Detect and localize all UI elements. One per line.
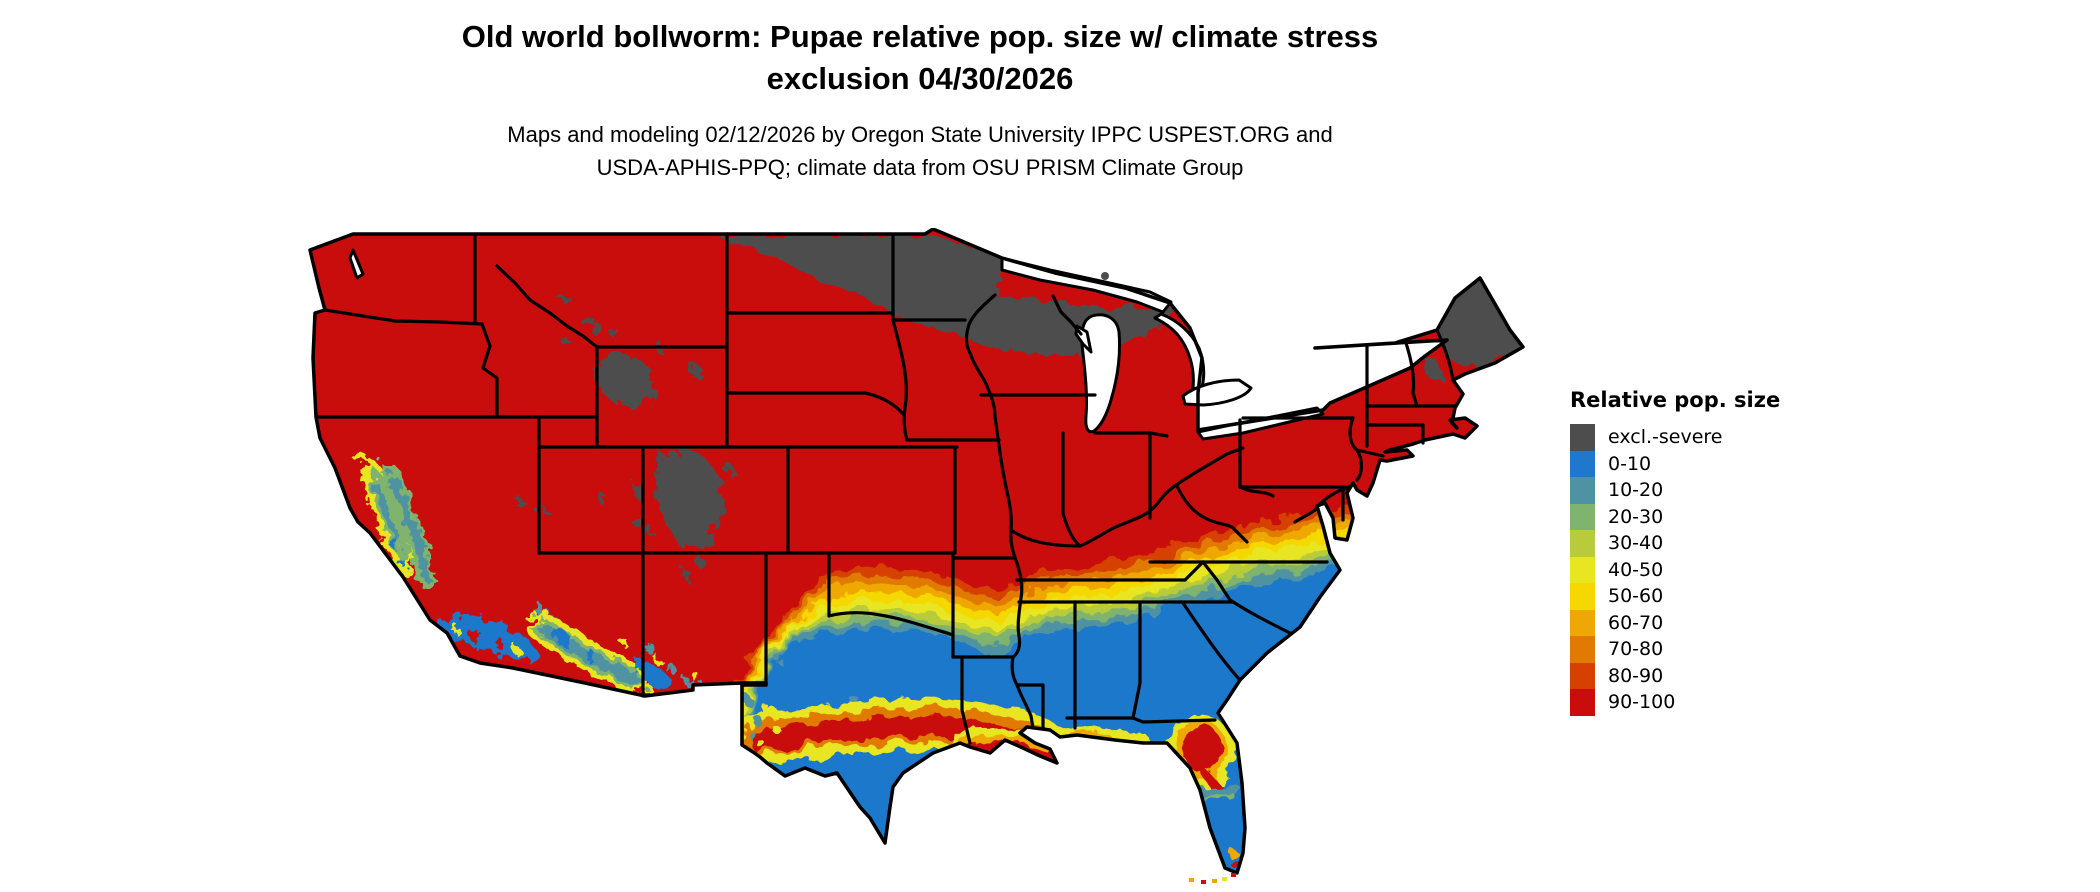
western-mottle <box>356 456 724 695</box>
map-subtitle: Maps and modeling 02/12/2026 by Oregon S… <box>320 118 1520 184</box>
legend-swatch <box>1570 662 1595 689</box>
legend-swatch <box>1570 556 1595 583</box>
legend: Relative pop. size excl.-severe 0-10 10-20… <box>1570 388 1780 716</box>
gulf-coast-warm-band <box>731 698 1149 782</box>
state-boundaries <box>314 232 1457 747</box>
legend-label: 20-30 <box>1608 505 1664 528</box>
legend-item: 80-90 <box>1570 662 1780 689</box>
legend-label: excl.-severe <box>1608 426 1723 449</box>
legend-label: 70-80 <box>1608 638 1664 661</box>
legend-label: 90-100 <box>1608 691 1676 714</box>
legend-item: 30-40 <box>1570 530 1780 557</box>
map-subtitle-line2: USDA-APHIS-PPQ; climate data from OSU PR… <box>596 155 1244 180</box>
legend-swatch <box>1570 583 1595 610</box>
legend-swatch <box>1570 450 1595 477</box>
legend-item: 20-30 <box>1570 503 1780 530</box>
legend-swatch <box>1570 424 1595 451</box>
legend-swatch <box>1570 689 1595 716</box>
isle-royale <box>1101 272 1109 280</box>
legend-label: 60-70 <box>1608 611 1664 634</box>
legend-item: 70-80 <box>1570 636 1780 663</box>
legend-label: 0-10 <box>1608 452 1652 475</box>
legend-swatch <box>1570 530 1595 557</box>
legend-item: 10-20 <box>1570 477 1780 504</box>
legend-label: 80-90 <box>1608 664 1664 687</box>
legend-label: 40-50 <box>1608 558 1664 581</box>
florida-keys <box>1189 873 1236 884</box>
legend-item: 50-60 <box>1570 583 1780 610</box>
map-title-line2: exclusion 04/30/2026 <box>766 61 1074 96</box>
legend-swatch <box>1570 609 1595 636</box>
legend-item: 0-10 <box>1570 450 1780 477</box>
legend-swatch <box>1570 477 1595 504</box>
legend-label: 50-60 <box>1608 585 1664 608</box>
legend-item: 60-70 <box>1570 609 1780 636</box>
map-title-line1: Old world bollworm: Pupae relative pop. … <box>461 19 1379 54</box>
puget-sound <box>348 248 365 280</box>
legend-swatch <box>1570 503 1595 530</box>
legend-label: 10-20 <box>1608 479 1664 502</box>
legend-label: 30-40 <box>1608 532 1664 555</box>
legend-item: 40-50 <box>1570 556 1780 583</box>
legend-swatch <box>1570 636 1595 663</box>
legend-item: 90-100 <box>1570 689 1780 716</box>
map-title: Old world bollworm: Pupae relative pop. … <box>320 16 1520 100</box>
legend-item: excl.-severe <box>1570 424 1780 451</box>
legend-title: Relative pop. size <box>1570 388 1781 412</box>
mountain-exclusion-speckles <box>515 293 1149 581</box>
us-map <box>305 227 1535 888</box>
legend-items: excl.-severe 0-10 10-20 20-30 30-40 40-50 50-6… <box>1570 424 1780 716</box>
map-subtitle-line1: Maps and modeling 02/12/2026 by Oregon S… <box>507 122 1333 147</box>
map-base-land <box>310 229 1523 873</box>
